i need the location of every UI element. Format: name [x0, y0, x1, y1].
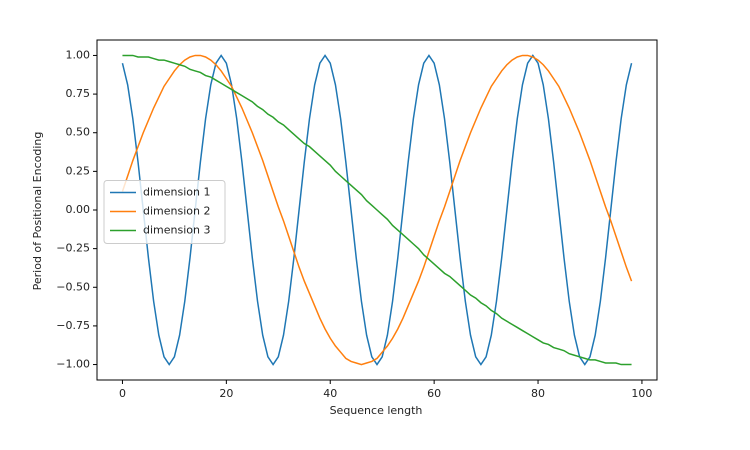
y-tick-label: 0.75: [66, 87, 91, 100]
y-tick-label: −1.00: [56, 358, 90, 371]
x-tick-label: 60: [427, 387, 441, 400]
legend: dimension 1 dimension 2 dimension 3: [103, 180, 226, 244]
x-tick-label: 80: [531, 387, 545, 400]
y-tick-label: 0.00: [66, 203, 91, 216]
y-tick-label: 0.25: [66, 164, 91, 177]
x-tick-label: 20: [219, 387, 233, 400]
y-tick-label: 1.00: [66, 48, 91, 61]
x-tick-label: 0: [119, 387, 126, 400]
legend-label: dimension 3: [143, 224, 210, 237]
line-series: [122, 54, 632, 366]
x-axis-label: Sequence length: [330, 404, 423, 417]
y-tick-label: −0.50: [56, 280, 90, 293]
x-tick-label: 100: [631, 387, 652, 400]
x-tick-label: 40: [323, 387, 337, 400]
plot-frame: [96, 39, 658, 381]
line-series: [121, 54, 633, 366]
y-axis-label: Period of Positional Encoding: [31, 132, 44, 291]
y-tick-label: −0.25: [56, 242, 90, 255]
legend-box: [103, 180, 226, 244]
line-series: [121, 54, 633, 366]
y-tick-label: −0.75: [56, 319, 90, 332]
legend-label: dimension 2: [143, 205, 210, 218]
y-tick-label: 0.50: [66, 126, 91, 139]
legend-label: dimension 1: [143, 186, 210, 199]
